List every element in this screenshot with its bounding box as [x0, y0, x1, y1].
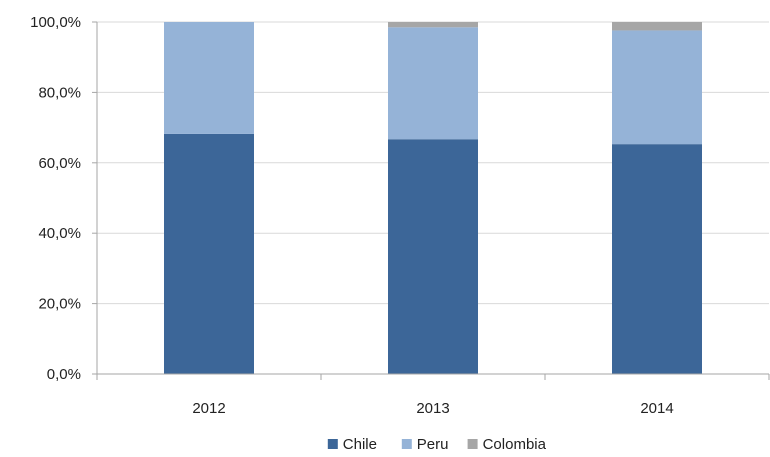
y-tick-label: 0,0% — [47, 366, 81, 383]
y-tick-label: 100,0% — [30, 14, 81, 31]
bar-colombia-2013 — [388, 22, 478, 28]
bar-chile-2012 — [164, 133, 254, 374]
legend-swatch-peru — [401, 439, 412, 449]
y-tick-label: 80,0% — [38, 84, 81, 101]
legend-swatch-colombia — [467, 439, 478, 449]
x-tick-label: 2012 — [192, 400, 225, 417]
y-tick-label: 20,0% — [38, 296, 81, 313]
x-axis: 2012 2013 2014 — [96, 373, 770, 417]
x-tick-label: 2013 — [416, 400, 449, 417]
legend-label-colombia: Colombia — [483, 436, 547, 453]
y-axis: 0,0% 20,0% 40,0% 60,0% 80,0% 100,0% — [30, 14, 98, 383]
x-tick-label: 2014 — [640, 400, 673, 417]
bar-chile-2014 — [612, 144, 702, 374]
bar-chile-2013 — [388, 139, 478, 374]
bar-peru-2014 — [612, 30, 702, 145]
y-tick-label: 60,0% — [38, 155, 81, 172]
bar-colombia-2014 — [612, 22, 702, 31]
bar-peru-2013 — [388, 27, 478, 140]
y-tick-label: 40,0% — [38, 225, 81, 242]
legend-label-chile: Chile — [343, 436, 377, 453]
bar-peru-2012 — [164, 22, 254, 134]
legend: Chile Peru Colombia — [327, 436, 547, 453]
legend-label-peru: Peru — [417, 436, 449, 453]
legend-swatch-chile — [327, 439, 338, 449]
bars — [164, 22, 702, 374]
